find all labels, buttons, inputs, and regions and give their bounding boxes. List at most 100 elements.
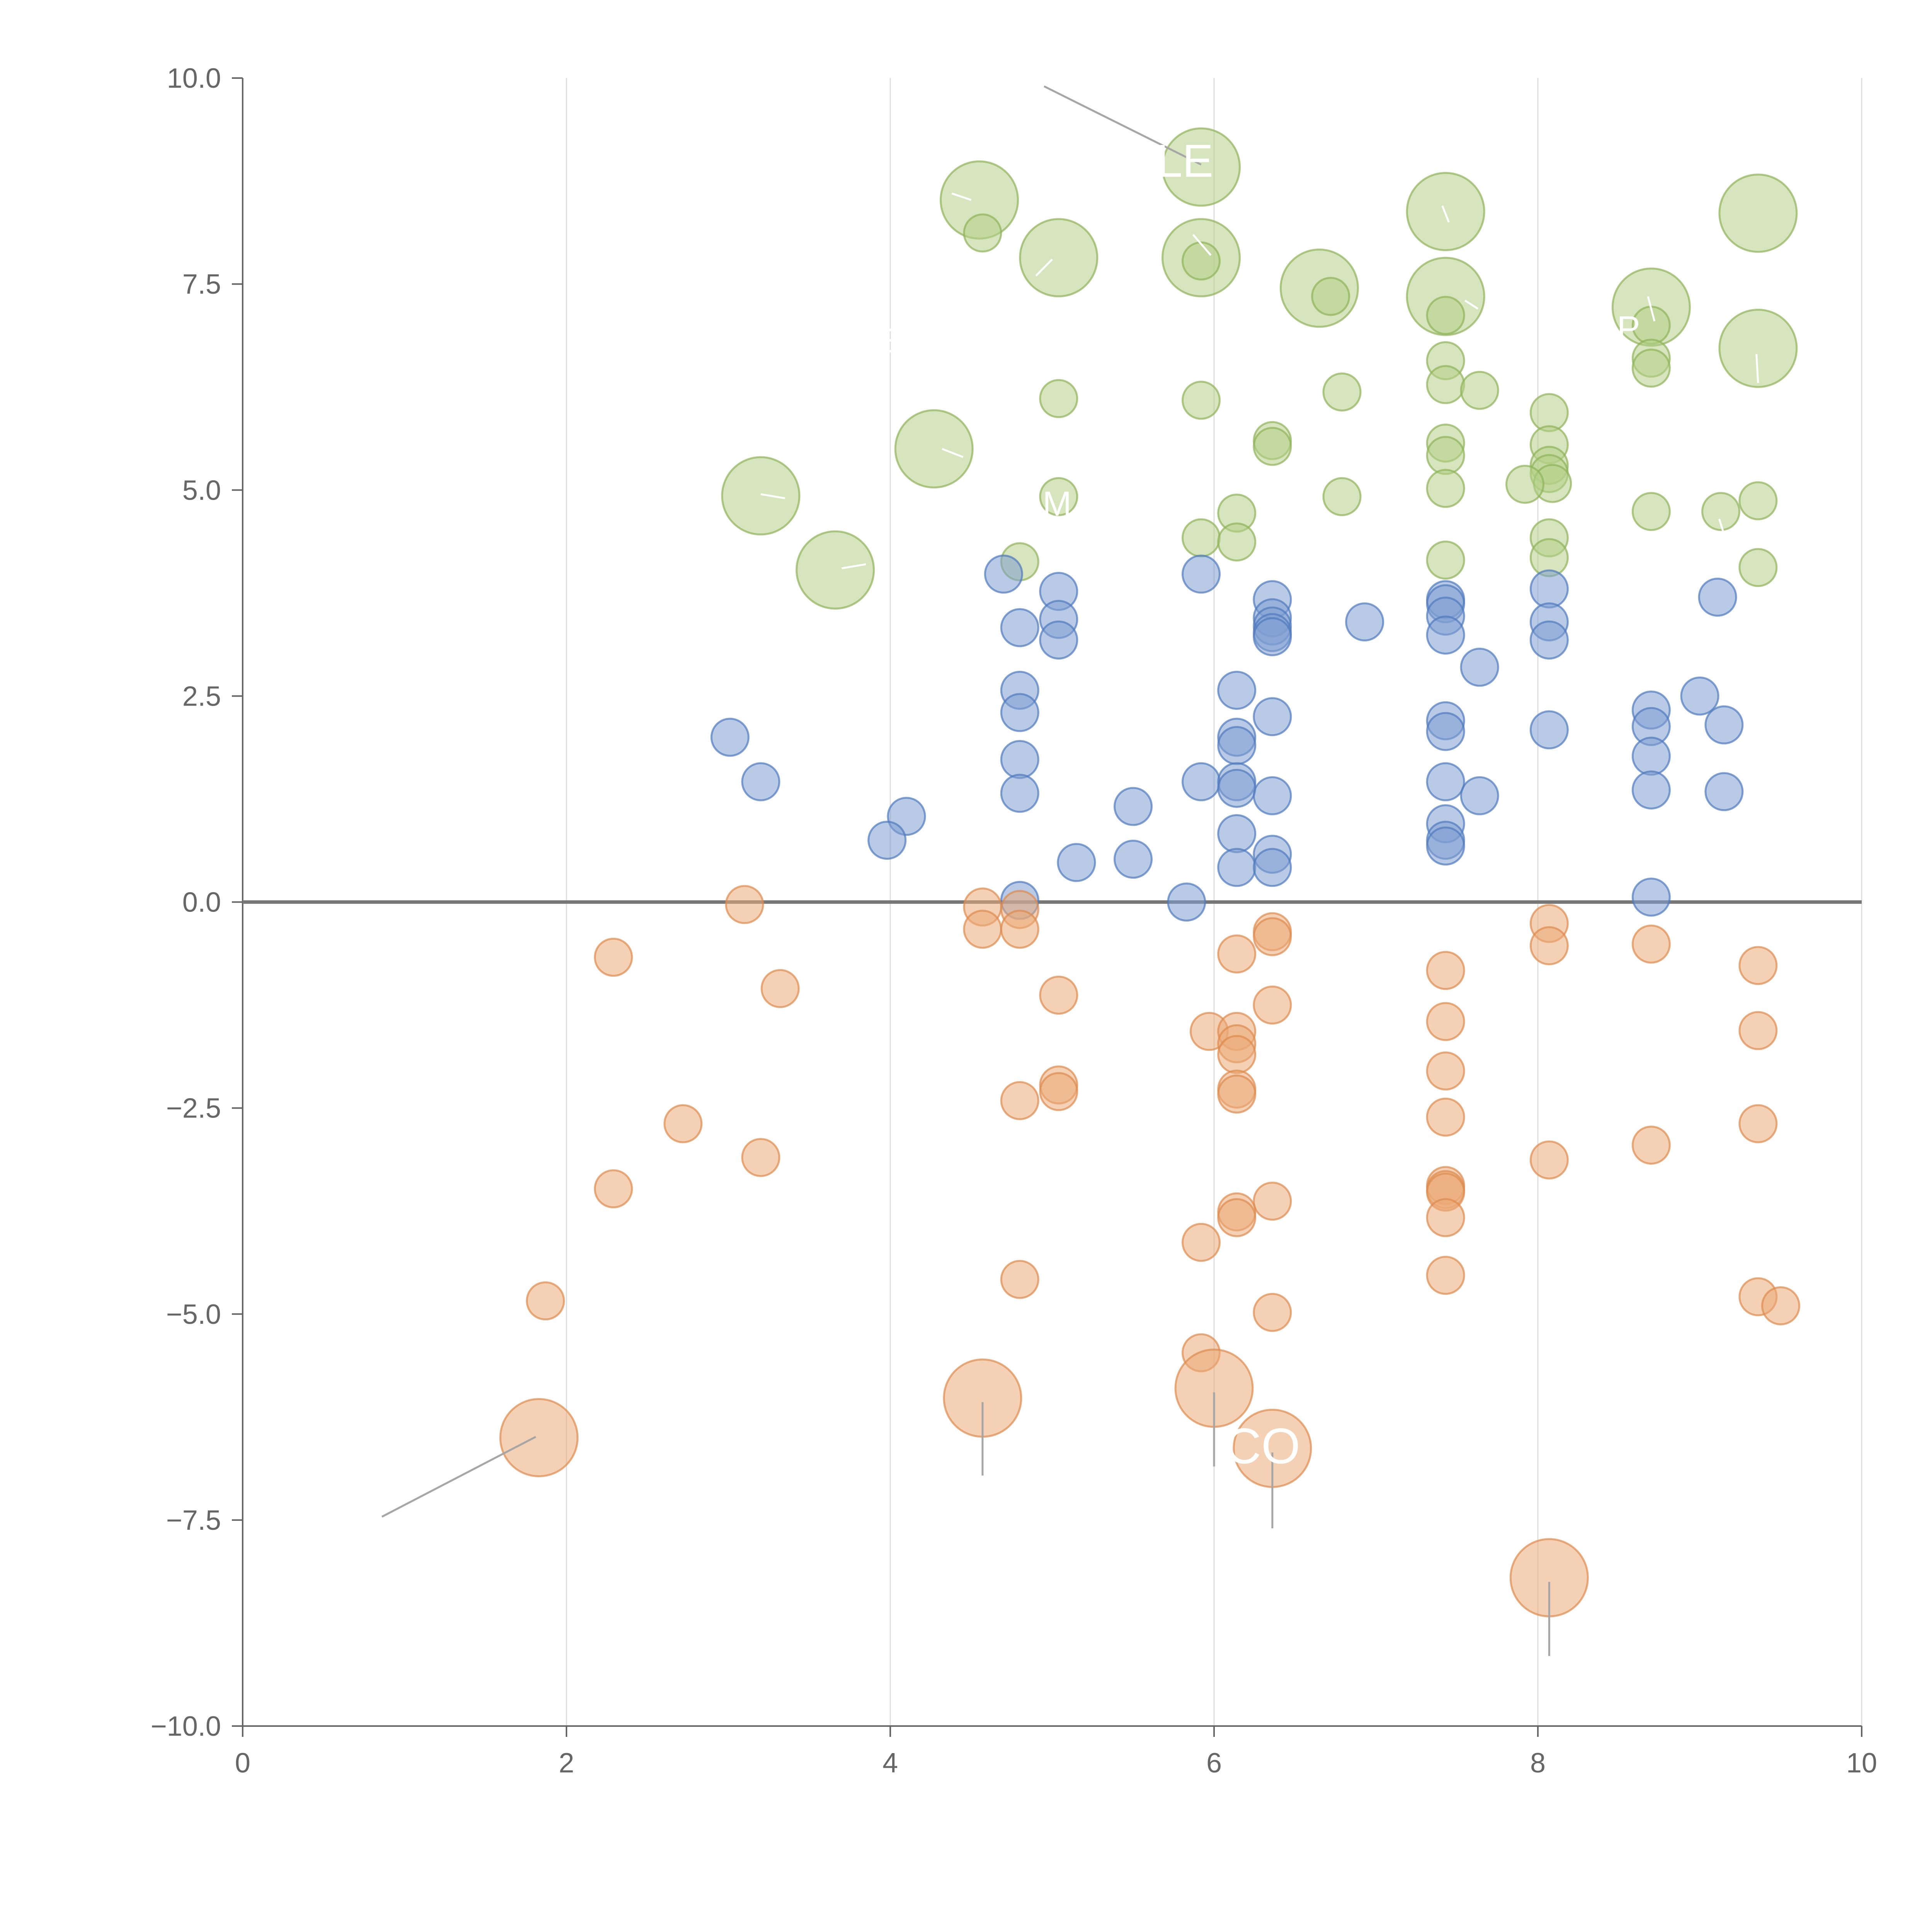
leader-line [1441, 205, 1450, 223]
green-bubble-large [894, 409, 974, 489]
green-bubble-large [721, 456, 801, 536]
blue-bubble [1039, 620, 1078, 660]
blue-bubble [1253, 776, 1292, 815]
blue-bubble [1000, 774, 1039, 813]
y-tick-label: −5.0 [166, 1299, 221, 1330]
green-bubble-large [1718, 308, 1798, 388]
green-bubble-large [1019, 218, 1099, 298]
orange-bubble [725, 885, 764, 924]
green-bubble [1311, 277, 1350, 316]
orange-bubble [663, 1104, 703, 1143]
green-bubble [1701, 492, 1740, 531]
green-bubble [1738, 481, 1778, 520]
orange-bubble [1738, 1104, 1778, 1143]
orange-bubble [526, 1281, 565, 1321]
orange-bubble [594, 1169, 633, 1209]
y-tick-label: 2.5 [182, 681, 221, 712]
green-bubble [1505, 464, 1544, 504]
green-bubble [1039, 477, 1078, 516]
leader-line [951, 192, 972, 201]
orange-bubble [1000, 1081, 1039, 1120]
green-bubble-large [1161, 127, 1241, 207]
orange-bubble [1217, 934, 1257, 974]
y-tick-label: 10.0 [167, 63, 221, 94]
blue-bubble [1114, 787, 1153, 826]
leader-line [1755, 354, 1759, 383]
blue-bubble [1217, 769, 1257, 808]
green-bubble [1738, 548, 1778, 587]
x-tick-label: 8 [1530, 1748, 1546, 1779]
y-tick-label: −2.5 [166, 1093, 221, 1124]
blue-bubble [1253, 697, 1292, 736]
orange-bubble [1631, 1126, 1671, 1165]
orange-bubble [1426, 1198, 1465, 1237]
orange-bubble [1426, 951, 1465, 990]
bubble-layer [499, 127, 1800, 1617]
orange-bubble [1631, 924, 1671, 964]
orange-bubble [1426, 1256, 1465, 1295]
y-tick-label: 7.5 [182, 269, 221, 300]
blue-bubble [1631, 736, 1671, 776]
x-tick-label: 2 [559, 1748, 574, 1779]
bubble-annotation-label: M [1043, 485, 1071, 524]
blue-bubble [1460, 648, 1499, 687]
orange-bubble [1253, 917, 1292, 956]
green-bubble [1426, 469, 1465, 508]
blue-bubble [984, 554, 1023, 594]
blue-bubble [1253, 848, 1292, 887]
blue-bubble [1460, 776, 1499, 815]
orange-bubble [1253, 1293, 1292, 1332]
green-bubble [1217, 522, 1257, 562]
green-bubble [1253, 427, 1292, 466]
green-bubble [1460, 371, 1499, 410]
orange-bubble [1426, 1097, 1465, 1137]
blue-bubble [1217, 848, 1257, 887]
bubble-annotation-label: LE [1156, 135, 1213, 187]
bubble-annotation-label: E [876, 321, 899, 360]
x-tick-label: 6 [1206, 1748, 1222, 1779]
leader-line [760, 493, 786, 500]
y-tick-label: −10.0 [151, 1711, 221, 1742]
blue-bubble [1426, 826, 1465, 866]
leader-layer [381, 85, 1759, 1656]
orange-bubble [1738, 946, 1778, 985]
orange-bubble-large [499, 1398, 579, 1478]
blue-bubble [1704, 772, 1744, 811]
orange-bubble [1253, 1182, 1292, 1221]
green-bubble [1426, 296, 1465, 335]
green-bubble [1181, 518, 1221, 558]
x-tick-label: 4 [883, 1748, 898, 1779]
green-bubble [1426, 541, 1465, 580]
bubble-annotation-label: I [874, 547, 881, 577]
blue-bubble [1181, 762, 1221, 801]
leader-line [1192, 234, 1212, 256]
blue-bubble [1529, 710, 1569, 750]
green-bubble-large [1718, 173, 1798, 253]
blue-bubble [1114, 840, 1153, 879]
blue-bubble [1529, 620, 1569, 660]
leader-line [841, 563, 866, 570]
blue-bubble [1631, 878, 1671, 917]
leader-line [1647, 296, 1656, 321]
axis-layer: 0 2 4 6 8 10 −10.0 −7.5 −5.0 −2.5 0.0 2.5 5.0 7.5 10.0 [151, 63, 1877, 1779]
blue-bubble [1253, 617, 1292, 656]
blue-bubble [1631, 770, 1671, 810]
green-bubble [1426, 436, 1465, 475]
leader-line [942, 448, 964, 458]
blue-bubble [1167, 883, 1206, 922]
y-tick-label: −7.5 [166, 1505, 221, 1536]
green-bubble [1181, 241, 1221, 281]
orange-bubble [1738, 1011, 1778, 1050]
blue-bubble [1000, 608, 1039, 647]
orange-bubble [1529, 926, 1569, 966]
x-tick-label: 0 [235, 1748, 250, 1779]
blue-bubble [1181, 554, 1221, 594]
blue-bubble [1000, 740, 1039, 779]
orange-bubble [1181, 1223, 1221, 1262]
bubble-annotation-label: P [1617, 309, 1640, 348]
orange-bubble [1217, 1074, 1257, 1114]
orange-bubble [1426, 1002, 1465, 1041]
x-tick-label: 10 [1846, 1748, 1877, 1779]
y-tick-label: 5.0 [182, 475, 221, 506]
